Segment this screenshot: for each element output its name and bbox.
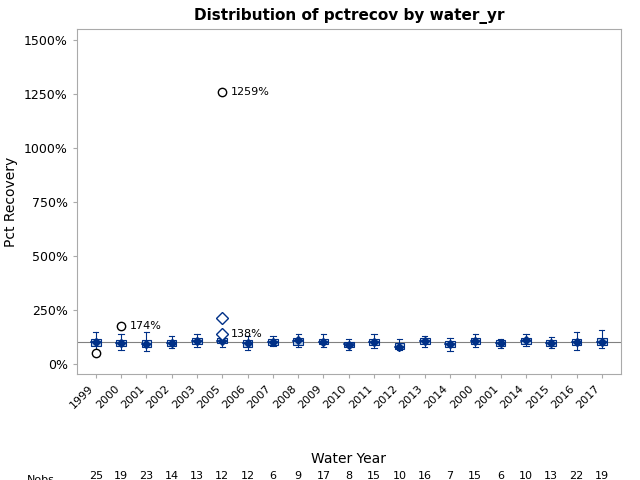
Bar [141, 340, 151, 347]
Text: 19: 19 [595, 471, 609, 480]
Y-axis label: Pct Recovery: Pct Recovery [4, 156, 19, 247]
Text: Nobs: Nobs [27, 475, 55, 480]
Text: 6: 6 [497, 471, 504, 480]
Text: 10: 10 [519, 471, 533, 480]
Text: 7: 7 [447, 471, 454, 480]
Text: 1259%: 1259% [231, 87, 270, 96]
Bar [521, 338, 531, 344]
Bar [319, 339, 328, 344]
Bar [192, 338, 202, 344]
Text: 15: 15 [468, 471, 483, 480]
Bar [572, 339, 581, 345]
Text: 14: 14 [164, 471, 179, 480]
Text: 15: 15 [367, 471, 381, 480]
Text: 174%: 174% [130, 321, 162, 331]
Text: 8: 8 [345, 471, 353, 480]
Bar [218, 338, 227, 343]
Text: 19: 19 [114, 471, 128, 480]
Bar [344, 342, 354, 347]
Bar [293, 338, 303, 345]
Bar [496, 340, 506, 347]
Bar [91, 339, 100, 347]
Bar [167, 340, 177, 347]
Text: 12: 12 [215, 471, 229, 480]
Text: 22: 22 [570, 471, 584, 480]
Bar [369, 339, 379, 345]
Bar [395, 343, 404, 349]
Text: 17: 17 [316, 471, 331, 480]
Bar [268, 339, 278, 345]
Text: 13: 13 [190, 471, 204, 480]
Text: 16: 16 [418, 471, 432, 480]
Text: 9: 9 [294, 471, 301, 480]
Title: Distribution of pctrecov by water_yr: Distribution of pctrecov by water_yr [193, 9, 504, 24]
Text: 13: 13 [544, 471, 558, 480]
Text: 23: 23 [140, 471, 154, 480]
Bar [445, 341, 455, 348]
X-axis label: Water Year: Water Year [311, 452, 387, 466]
Bar [547, 340, 556, 346]
Text: 138%: 138% [231, 329, 263, 339]
Bar [470, 338, 480, 344]
Text: 25: 25 [89, 471, 103, 480]
Text: 6: 6 [269, 471, 276, 480]
Bar [243, 340, 252, 347]
Bar [420, 338, 429, 344]
Text: 10: 10 [392, 471, 406, 480]
Bar [116, 340, 126, 347]
Bar [597, 338, 607, 345]
Text: 12: 12 [241, 471, 255, 480]
